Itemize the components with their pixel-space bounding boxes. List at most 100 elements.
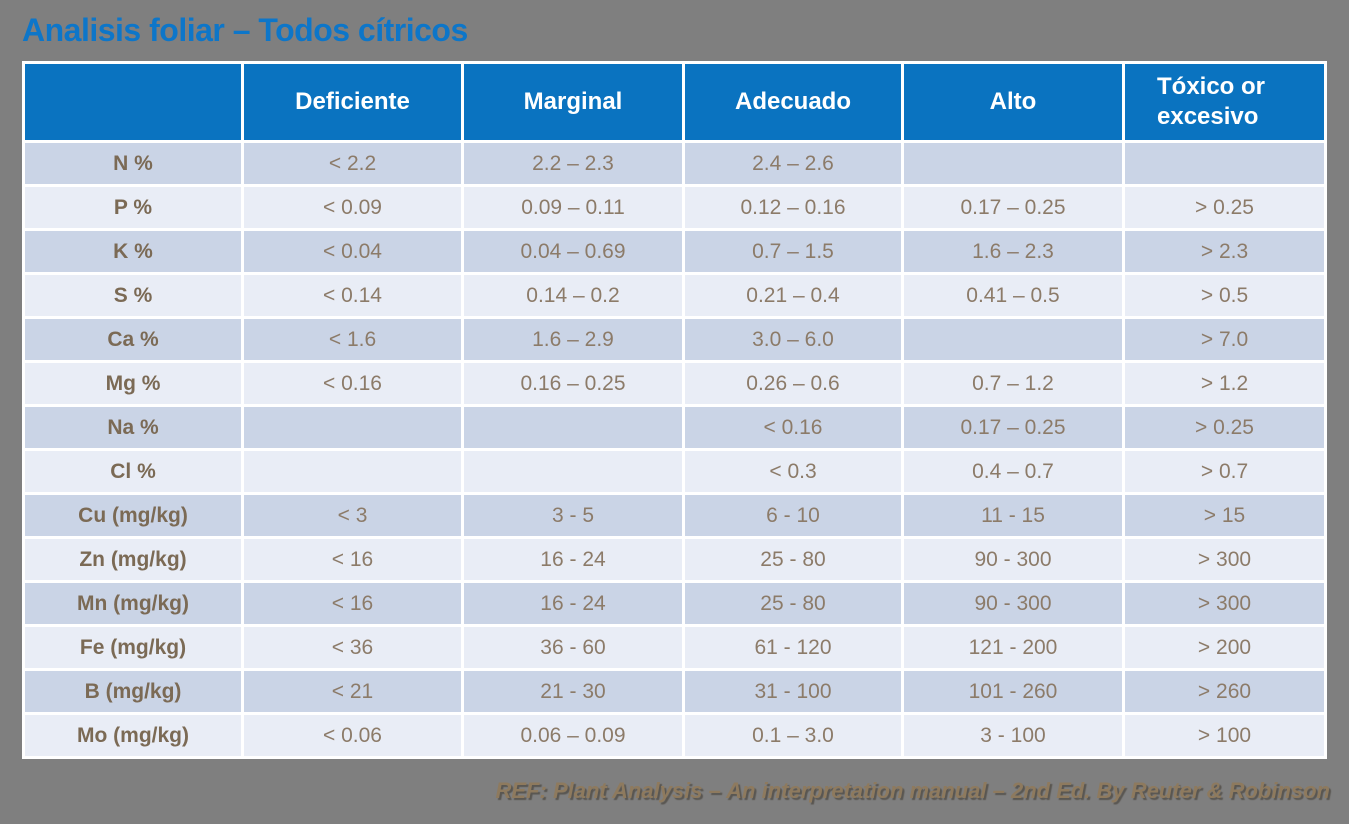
foliar-analysis-table: Deficiente Marginal Adecuado Alto Tóxico or … xyxy=(22,61,1327,759)
row-label: Na % xyxy=(25,407,241,448)
cell-cl-alto: 0.4 – 0.7 xyxy=(904,451,1122,492)
cell-mn-mg-kg-alto: 90 - 300 xyxy=(904,583,1122,624)
column-header-t-xico-or-excesivo: Tóxico or excesivo xyxy=(1125,64,1324,140)
row-label: K % xyxy=(25,231,241,272)
cell-cu-mg-kg-marginal: 3 - 5 xyxy=(464,495,682,536)
table-row-ca: Ca % < 1.6 1.6 – 2.9 3.0 – 6.0 > 7.0 xyxy=(25,319,1324,360)
cell-cu-mg-kg-deficiente: < 3 xyxy=(244,495,461,536)
row-label: S % xyxy=(25,275,241,316)
table-row-p: P % < 0.09 0.09 – 0.11 0.12 – 0.16 0.17 – 0.… xyxy=(25,187,1324,228)
table-row-s: S % < 0.14 0.14 – 0.2 0.21 – 0.4 0.41 – 0.5 >… xyxy=(25,275,1324,316)
cell-mo-mg-kg-marginal: 0.06 – 0.09 xyxy=(464,715,682,756)
cell-mo-mg-kg-t-xico-or-excesivo: > 100 xyxy=(1125,715,1324,756)
cell-fe-mg-kg-adecuado: 61 - 120 xyxy=(685,627,901,668)
cell-b-mg-kg-alto: 101 - 260 xyxy=(904,671,1122,712)
cell-p-alto: 0.17 – 0.25 xyxy=(904,187,1122,228)
cell-ca-marginal: 1.6 – 2.9 xyxy=(464,319,682,360)
cell-b-mg-kg-deficiente: < 21 xyxy=(244,671,461,712)
row-label: Cl % xyxy=(25,451,241,492)
column-header-marginal: Marginal xyxy=(464,64,682,140)
column-header-row-label xyxy=(25,64,241,140)
row-label: Cu (mg/kg) xyxy=(25,495,241,536)
row-label: Mn (mg/kg) xyxy=(25,583,241,624)
cell-na-t-xico-or-excesivo: > 0.25 xyxy=(1125,407,1324,448)
cell-n-alto xyxy=(904,143,1122,184)
cell-fe-mg-kg-alto: 121 - 200 xyxy=(904,627,1122,668)
table-row-fe-mg-kg: Fe (mg/kg) < 36 36 - 60 61 - 120 121 - 200 > … xyxy=(25,627,1324,668)
cell-b-mg-kg-t-xico-or-excesivo: > 260 xyxy=(1125,671,1324,712)
row-label: N % xyxy=(25,143,241,184)
cell-cl-t-xico-or-excesivo: > 0.7 xyxy=(1125,451,1324,492)
cell-p-adecuado: 0.12 – 0.16 xyxy=(685,187,901,228)
cell-s-deficiente: < 0.14 xyxy=(244,275,461,316)
cell-mg-alto: 0.7 – 1.2 xyxy=(904,363,1122,404)
cell-k-t-xico-or-excesivo: > 2.3 xyxy=(1125,231,1324,272)
row-label: B (mg/kg) xyxy=(25,671,241,712)
cell-fe-mg-kg-t-xico-or-excesivo: > 200 xyxy=(1125,627,1324,668)
cell-s-marginal: 0.14 – 0.2 xyxy=(464,275,682,316)
column-header-alto: Alto xyxy=(904,64,1122,140)
cell-mn-mg-kg-marginal: 16 - 24 xyxy=(464,583,682,624)
cell-zn-mg-kg-deficiente: < 16 xyxy=(244,539,461,580)
cell-n-t-xico-or-excesivo xyxy=(1125,143,1324,184)
cell-k-alto: 1.6 – 2.3 xyxy=(904,231,1122,272)
cell-p-marginal: 0.09 – 0.11 xyxy=(464,187,682,228)
cell-cl-marginal xyxy=(464,451,682,492)
cell-mg-deficiente: < 0.16 xyxy=(244,363,461,404)
cell-zn-mg-kg-t-xico-or-excesivo: > 300 xyxy=(1125,539,1324,580)
cell-p-t-xico-or-excesivo: > 0.25 xyxy=(1125,187,1324,228)
cell-mn-mg-kg-deficiente: < 16 xyxy=(244,583,461,624)
table-row-zn-mg-kg: Zn (mg/kg) < 16 16 - 24 25 - 80 90 - 300 > 30… xyxy=(25,539,1324,580)
cell-cu-mg-kg-adecuado: 6 - 10 xyxy=(685,495,901,536)
cell-ca-deficiente: < 1.6 xyxy=(244,319,461,360)
cell-cl-adecuado: < 0.3 xyxy=(685,451,901,492)
row-label: Ca % xyxy=(25,319,241,360)
row-label: P % xyxy=(25,187,241,228)
cell-zn-mg-kg-marginal: 16 - 24 xyxy=(464,539,682,580)
cell-fe-mg-kg-marginal: 36 - 60 xyxy=(464,627,682,668)
cell-s-adecuado: 0.21 – 0.4 xyxy=(685,275,901,316)
cell-p-deficiente: < 0.09 xyxy=(244,187,461,228)
table-row-k: K % < 0.04 0.04 – 0.69 0.7 – 1.5 1.6 – 2.3 > … xyxy=(25,231,1324,272)
cell-cu-mg-kg-alto: 11 - 15 xyxy=(904,495,1122,536)
reference-citation: REF: Plant Analysis – An interpretation … xyxy=(495,778,1331,803)
cell-zn-mg-kg-alto: 90 - 300 xyxy=(904,539,1122,580)
table-row-n: N % < 2.2 2.2 – 2.3 2.4 – 2.6 xyxy=(25,143,1324,184)
cell-b-mg-kg-marginal: 21 - 30 xyxy=(464,671,682,712)
cell-mg-adecuado: 0.26 – 0.6 xyxy=(685,363,901,404)
cell-na-alto: 0.17 – 0.25 xyxy=(904,407,1122,448)
page-title: Analisis foliar – Todos cítricos xyxy=(22,12,468,48)
cell-na-marginal xyxy=(464,407,682,448)
cell-mo-mg-kg-deficiente: < 0.06 xyxy=(244,715,461,756)
cell-mn-mg-kg-t-xico-or-excesivo: > 300 xyxy=(1125,583,1324,624)
table-row-cl: Cl % < 0.3 0.4 – 0.7 > 0.7 xyxy=(25,451,1324,492)
cell-ca-adecuado: 3.0 – 6.0 xyxy=(685,319,901,360)
cell-ca-t-xico-or-excesivo: > 7.0 xyxy=(1125,319,1324,360)
cell-n-deficiente: < 2.2 xyxy=(244,143,461,184)
cell-n-adecuado: 2.4 – 2.6 xyxy=(685,143,901,184)
cell-cu-mg-kg-t-xico-or-excesivo: > 15 xyxy=(1125,495,1324,536)
row-label: Zn (mg/kg) xyxy=(25,539,241,580)
cell-mg-t-xico-or-excesivo: > 1.2 xyxy=(1125,363,1324,404)
table-row-na: Na % < 0.16 0.17 – 0.25 > 0.25 xyxy=(25,407,1324,448)
table-row-mo-mg-kg: Mo (mg/kg) < 0.06 0.06 – 0.09 0.1 – 3.0 3 - … xyxy=(25,715,1324,756)
cell-zn-mg-kg-adecuado: 25 - 80 xyxy=(685,539,901,580)
row-label: Mg % xyxy=(25,363,241,404)
table-row-mg: Mg % < 0.16 0.16 – 0.25 0.26 – 0.6 0.7 – 1.2… xyxy=(25,363,1324,404)
table-body: N % < 2.2 2.2 – 2.3 2.4 – 2.6 P % < 0.09 0.09 … xyxy=(25,143,1324,756)
cell-mg-marginal: 0.16 – 0.25 xyxy=(464,363,682,404)
cell-s-t-xico-or-excesivo: > 0.5 xyxy=(1125,275,1324,316)
column-header-deficiente: Deficiente xyxy=(244,64,461,140)
cell-ca-alto xyxy=(904,319,1122,360)
cell-k-marginal: 0.04 – 0.69 xyxy=(464,231,682,272)
cell-k-adecuado: 0.7 – 1.5 xyxy=(685,231,901,272)
table-row-b-mg-kg: B (mg/kg) < 21 21 - 30 31 - 100 101 - 260 > 2… xyxy=(25,671,1324,712)
cell-k-deficiente: < 0.04 xyxy=(244,231,461,272)
cell-n-marginal: 2.2 – 2.3 xyxy=(464,143,682,184)
column-header-adecuado: Adecuado xyxy=(685,64,901,140)
cell-s-alto: 0.41 – 0.5 xyxy=(904,275,1122,316)
cell-mo-mg-kg-adecuado: 0.1 – 3.0 xyxy=(685,715,901,756)
cell-mo-mg-kg-alto: 3 - 100 xyxy=(904,715,1122,756)
